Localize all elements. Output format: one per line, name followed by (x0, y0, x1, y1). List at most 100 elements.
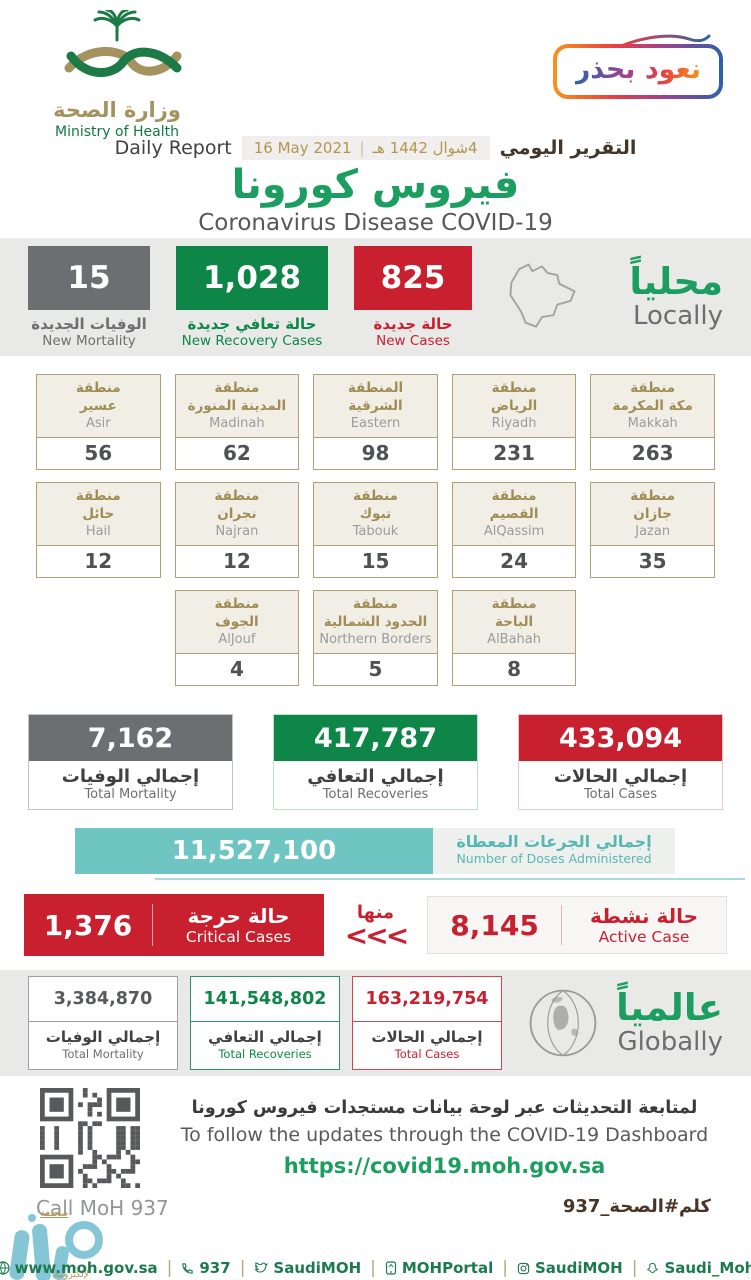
of-which-label-ar: منها (356, 901, 395, 923)
twitter-icon (255, 1261, 269, 1273)
total-recoveries-label-en: Total Recoveries (322, 787, 429, 802)
region-en: AlQassim (483, 524, 545, 540)
phone-icon (182, 1262, 194, 1274)
watermark-logo-icon (9, 1214, 103, 1280)
region-ar1: منطقة (214, 488, 260, 504)
region-ar2: القصيم (489, 505, 539, 522)
phone-label: 937 (199, 1259, 231, 1277)
instagram-link[interactable]: SaudiMOH (517, 1259, 623, 1277)
region-en: Northern Borders (319, 632, 432, 648)
date-separator: | (359, 139, 365, 157)
instagram-label: SaudiMOH (534, 1259, 623, 1277)
total-mortality-value: 7,162 (29, 715, 232, 761)
locally-title-ar: محلياً (629, 259, 723, 303)
critical-cases-value: 1,376 (43, 908, 133, 942)
region-ar1: منطقة (491, 596, 537, 612)
global-cases-label-ar: إجمالي الحالات (371, 1028, 483, 1046)
doses-label-en: Number of Doses Administered (456, 851, 652, 866)
region-value: 15 (314, 545, 437, 577)
global-mortality-label-en: Total Mortality (62, 1047, 144, 1061)
region-value: 8 (452, 653, 576, 685)
dashboard-section: لمتابعة التحديثات عبر لوحة بيانات مستجدا… (0, 1076, 751, 1188)
page-title-english: Coronavirus Disease COVID-19 (198, 210, 553, 236)
region-ar2: حائل (82, 505, 115, 522)
separator: | (370, 1258, 376, 1278)
region-ar1: منطقة (353, 596, 398, 612)
region-card-tabouk: منطقة تبوك Tabouk 15 (313, 482, 438, 578)
moh-logo: وزارة الصحة Ministry of Health (22, 8, 212, 140)
phone-link[interactable]: 937 (181, 1259, 231, 1277)
region-ar2: الشرقية (348, 397, 403, 414)
divider (152, 904, 153, 946)
website-label: www.moh.gov.sa (14, 1259, 158, 1277)
new-recoveries-stat: 1,028 حالة تعافي جديدة New Recovery Case… (176, 245, 328, 349)
global-cases-label-en: Total Cases (394, 1047, 460, 1061)
region-card-aljouf: منطقة الجوف AlJouf 4 (174, 590, 300, 686)
doses-underline (155, 878, 745, 880)
daily-report-row: Daily Report 16 May 2021 | 4شوال 1442 هـ… (0, 0, 751, 160)
region-card-albahah: منطقة الباحة AlBahah 8 (451, 590, 577, 686)
daily-report-label-en: Daily Report (114, 137, 232, 159)
critical-cases-label-en: Critical Cases (185, 928, 292, 946)
region-ar1: منطقة (75, 488, 121, 504)
dashboard-url-link[interactable]: https://covid19.moh.gov.sa (283, 1154, 606, 1178)
region-card-eastern: المنطقة الشرقية Eastern 98 (313, 374, 438, 470)
region-en: AlJouf (218, 632, 256, 648)
region-ar1: منطقة (75, 380, 121, 396)
globally-title: عالمياً Globally (612, 988, 723, 1058)
doses-value: 11,527,100 (75, 828, 433, 874)
region-en: Asir (85, 416, 111, 432)
region-ar1: منطقة (353, 488, 398, 504)
snapchat-link[interactable]: Saudi_Moh (646, 1259, 751, 1277)
region-value: 98 (314, 437, 437, 469)
regions-row-2: منطقة حائل Hail 12 منطقة نجران Najran 12 منط… (36, 482, 715, 578)
daily-report-label-ar: التقرير اليومي (499, 137, 637, 159)
twitter-link[interactable]: SaudiMOH (254, 1259, 361, 1277)
region-value: 56 (37, 437, 160, 469)
region-value: 12 (37, 545, 160, 577)
region-ar2: المدينة المنورة (187, 397, 287, 414)
new-mortality-label-ar: الوفيات الجديدة (31, 314, 147, 333)
new-recoveries-label-en: New Recovery Cases (181, 332, 323, 349)
critical-active-row: 1,376 حالة حرجة Critical Cases منها <<< … (0, 880, 751, 956)
new-mortality-value: 15 (28, 245, 150, 310)
region-value: 5 (314, 653, 437, 685)
critical-cases-box: 1,376 حالة حرجة Critical Cases (24, 894, 324, 956)
region-value: 231 (452, 437, 576, 469)
region-value: 62 (175, 437, 299, 469)
regions-grid: منطقة عسير Asir 56 منطقة المدينة المنورة Mad… (0, 356, 751, 686)
dashboard-note-ar: لمتابعة التحديثات عبر لوحة بيانات مستجدا… (191, 1098, 698, 1118)
region-en: Riyadh (491, 416, 537, 432)
locally-title-en: Locally (633, 301, 723, 332)
global-mortality-box: 3,384,870 إجمالي الوفيات Total Mortality (28, 976, 178, 1070)
region-ar1: منطقة (214, 380, 260, 396)
globally-band: 3,384,870 إجمالي الوفيات Total Mortality… (0, 970, 751, 1076)
watermark-line1: صحيفة (40, 1208, 69, 1219)
total-recoveries-label-ar: إجمالي التعافي (307, 766, 444, 787)
website-link[interactable]: www.moh.gov.sa (0, 1259, 158, 1277)
region-en: Jazan (635, 524, 671, 540)
total-recoveries-value: 417,787 (274, 715, 477, 761)
region-card-madinah: منطقة المدينة المنورة Madinah 62 (174, 374, 300, 470)
header: وزارة الصحة Ministry of Health نعود بحذر… (0, 0, 751, 238)
new-mortality-label-en: New Mortality (42, 332, 136, 349)
app-portal-link[interactable]: MOHPortal (385, 1259, 493, 1277)
active-cases-label-ar: حالة نشطة (590, 904, 699, 928)
region-ar2: الرياض (490, 397, 538, 414)
badge-swoosh-icon (619, 34, 711, 48)
date-gregorian: 16 May 2021 (253, 139, 352, 157)
active-cases-value: 8,145 (450, 908, 539, 942)
region-value: 12 (175, 545, 299, 577)
global-mortality-label-ar: إجمالي الوفيات (45, 1028, 161, 1046)
region-en: Tabouk (352, 524, 399, 540)
app-portal-label: MOHPortal (401, 1259, 494, 1277)
region-en: Makkah (627, 416, 678, 432)
total-mortality-label-en: Total Mortality (84, 787, 177, 802)
total-mortality-label-ar: إجمالي الوفيات (61, 766, 200, 787)
of-which-indicator: منها <<< (345, 901, 409, 950)
region-card-jazan: منطقة جازان Jazan 35 (590, 482, 715, 578)
qr-code (40, 1088, 140, 1188)
twitter-label: SaudiMOH (273, 1259, 362, 1277)
snapchat-icon (647, 1262, 659, 1273)
region-card-najran: منطقة نجران Najran 12 (174, 482, 300, 578)
